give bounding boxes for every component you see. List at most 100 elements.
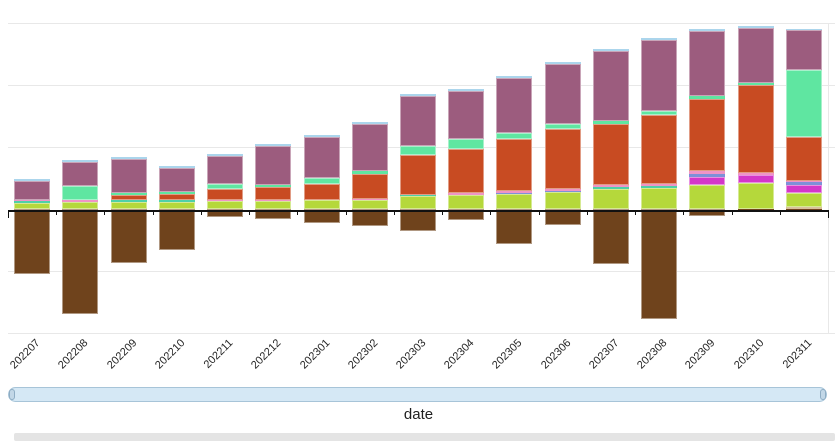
range-slider-handle-right[interactable] [820,389,826,400]
bar-segment-pink [737,173,774,175]
bar-segment-pink [62,200,99,202]
bar-segment-pink [255,200,292,201]
bar-segment-spring-green [641,111,678,115]
bar-segment-spring-green [448,139,485,149]
x-axis-tick [297,211,299,215]
bar-segment-teal [14,201,51,203]
date-range-slider[interactable] [8,387,827,402]
plot-right-border [828,23,829,333]
x-axis-tick [731,211,733,215]
x-axis-line [8,209,829,212]
bar-segment-purple [785,30,822,70]
bar-segment-purple [207,156,244,184]
bar-segment-light-blue [255,144,292,146]
bar-segment-purple [14,181,51,200]
bar-segment-periwinkle [785,182,822,185]
bar-segment-orange-red [158,194,195,200]
bar-segment-light-blue [110,157,147,159]
range-slider-handle-left[interactable] [9,389,15,400]
bar-segment-purple [737,28,774,83]
bar-segment-orange-red [737,85,774,173]
horizontal-scrollbar[interactable] [14,433,835,441]
x-axis-tick [779,211,781,215]
bar-segment-orange-red [641,115,678,184]
bar-segment-teal [110,200,147,202]
bar-segment-spring-green [737,83,774,85]
bar-segment-yellow-green [496,194,533,209]
bar-segment-pink [14,200,51,201]
bar-segment-light-blue [737,26,774,28]
x-axis-tick [586,211,588,215]
bar-segment-purple [592,51,629,121]
bar-segment-orange-red [496,139,533,191]
bar-segment-spring-green [592,121,629,124]
bar-segment-orange-red [592,124,629,185]
bar-segment-light-blue [496,76,533,78]
bar-segment-teal [158,200,195,202]
x-axis-tick [538,211,540,215]
bar-segment-spring-green [158,192,195,194]
bar-segment-purple [689,31,726,96]
bar-segment-light-blue [14,179,51,181]
bar-segment-spring-green [399,146,436,155]
bar-segment-periwinkle [689,174,726,177]
bar-segment-purple [351,124,388,171]
bar-segment-yellow-green [158,202,195,209]
bar-segment-yellow-green [62,202,99,209]
bar-segment-spring-green [303,178,340,184]
negative-bar-brown [62,209,99,314]
bar-segment-light-blue [785,29,822,30]
x-axis-tick [104,211,106,215]
bar-segment-orange-red [351,174,388,199]
bar-segment-orange-red [110,195,147,200]
bar-segment-yellow-green [255,201,292,209]
bar-segment-purple [496,78,533,133]
negative-bar-brown [399,209,436,231]
bar-segment-light-blue [689,29,726,31]
bar-segment-pink [641,184,678,186]
bar-segment-purple [448,91,485,139]
bar-segment-light-blue [399,94,436,96]
bar-segment-yellow-green [399,196,436,209]
gridline [8,271,835,272]
bar-segment-tan [785,207,822,209]
bar-segment-magenta [737,175,774,183]
bar-segment-purple [62,162,99,186]
bar-segment-light-blue [592,49,629,51]
bar-segment-spring-green [785,70,822,137]
bar-segment-light-blue [62,160,99,162]
bar-segment-pink [496,191,533,193]
bar-segment-yellow-green [641,188,678,209]
negative-bar-brown [351,209,388,226]
bar-segment-yellow-green [689,185,726,209]
bar-segment-purple [544,64,581,124]
bar-segment-light-blue [448,89,485,91]
bar-segment-yellow-green [351,200,388,209]
bar-segment-purple [399,96,436,146]
bar-segment-light-blue [303,135,340,137]
bar-segment-spring-green [544,124,581,129]
bar-segment-magenta [785,185,822,193]
bar-segment-spring-green [110,193,147,195]
bar-segment-pink [785,181,822,182]
x-axis-tick [56,211,58,215]
bar-segment-orange-red [303,184,340,200]
bar-segment-purple [303,137,340,178]
bar-segment-yellow-green [592,189,629,209]
bar-segment-orange-red [399,155,436,195]
gridline [8,23,835,24]
bar-segment-orange-red [689,99,726,171]
bar-segment-yellow-green [448,195,485,209]
bar-segment-teal [399,195,436,196]
negative-bar-brown [110,209,147,263]
bar-segment-yellow-green [303,200,340,209]
bar-segment-spring-green [689,96,726,99]
bar-segment-teal [641,186,678,188]
x-axis-tick [249,211,251,215]
bar-segment-light-blue [641,38,678,40]
bar-segment-orange-red [207,189,244,200]
bar-segment-pink [689,171,726,174]
bar-segment-purple [110,159,147,193]
